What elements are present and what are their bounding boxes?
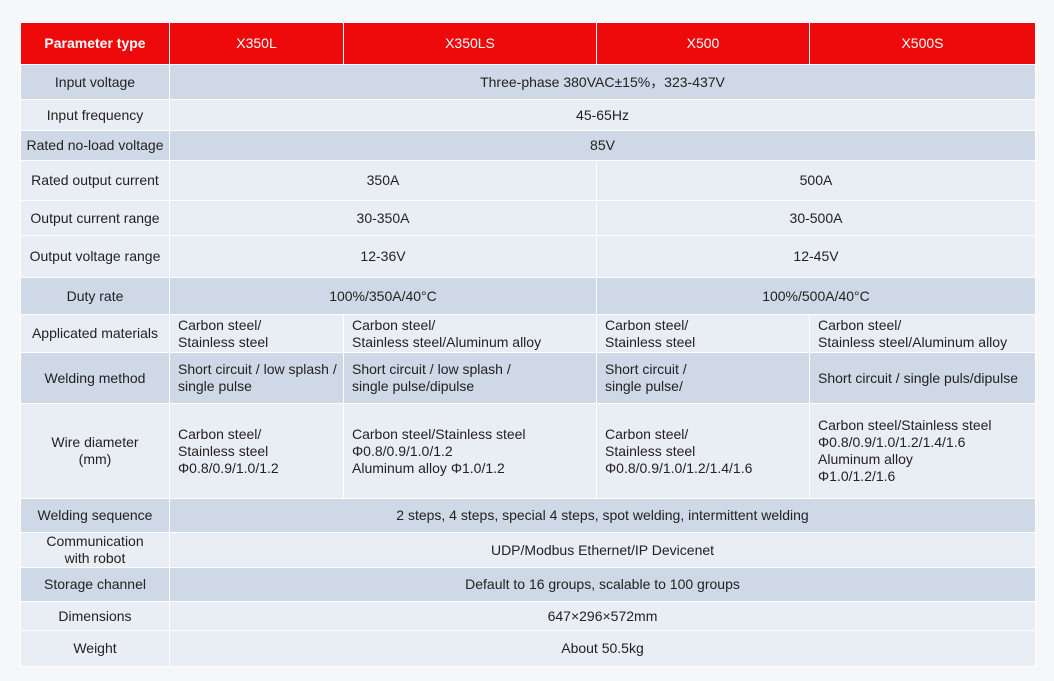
table-cell: Short circuit / low splash / single puls…	[343, 352, 597, 404]
row-label: Storage channel	[20, 567, 170, 602]
table-cell: Carbon steel/Stainless steel Φ0.8/0.9/1.…	[343, 403, 597, 499]
table-cell: 85V	[169, 130, 1036, 161]
table-cell: Short circuit / low splash / single puls…	[169, 352, 344, 404]
row-label: Dimensions	[20, 601, 170, 631]
table-cell: 30-350A	[169, 200, 597, 236]
header-x350l: X350L	[169, 22, 344, 65]
table-cell: Default to 16 groups, scalable to 100 gr…	[169, 567, 1036, 602]
row-label: Applicated materials	[20, 314, 170, 353]
table-row: Welding sequence 2 steps, 4 steps, specia…	[20, 498, 1036, 533]
table-row: Duty rate 100%/350A/40°C 100%/500A/40°C	[20, 277, 1036, 315]
row-label: Input voltage	[20, 64, 170, 100]
row-label: Duty rate	[20, 277, 170, 315]
row-label: Welding sequence	[20, 498, 170, 533]
table-cell: 647×296×572mm	[169, 601, 1036, 631]
row-label: Output current range	[20, 200, 170, 236]
table-cell: UDP/Modbus Ethernet/IP Devicenet	[169, 532, 1036, 568]
table-cell: Carbon steel/Stainless steel Φ0.8/0.9/1.…	[809, 403, 1036, 499]
table-row: Storage channel Default to 16 groups, sca…	[20, 567, 1036, 602]
table-cell: Short circuit / single pulse/	[596, 352, 810, 404]
table-row: Rated output current 350A 500A	[20, 160, 1036, 201]
header-parameter-type: Parameter type	[20, 22, 170, 65]
table-cell: 500A	[596, 160, 1036, 201]
row-label: Welding method	[20, 352, 170, 404]
table-row: Input frequency 45-65Hz	[20, 99, 1036, 131]
table-row: Communication with robot UDP/Modbus Ether…	[20, 532, 1036, 568]
table-cell: 100%/500A/40°C	[596, 277, 1036, 315]
row-label: Weight	[20, 630, 170, 667]
table-cell: 100%/350A/40°C	[169, 277, 597, 315]
table-cell: Carbon steel/ Stainless steel/Aluminum a…	[343, 314, 597, 353]
table-cell: Carbon steel/ Stainless steel	[169, 314, 344, 353]
row-label: Wire diameter (mm)	[20, 403, 170, 499]
table-cell: Carbon steel/ Stainless steel Φ0.8/0.9/1…	[596, 403, 810, 499]
table-row: Applicated materials Carbon steel/ Stainl…	[20, 314, 1036, 353]
table-row: Rated no-load voltage 85V	[20, 130, 1036, 161]
table-row: Output current range 30-350A 30-500A	[20, 200, 1036, 236]
table-row: Welding method Short circuit / low splash…	[20, 352, 1036, 404]
row-label: Output voltage range	[20, 235, 170, 278]
table-cell: Carbon steel/ Stainless steel	[596, 314, 810, 353]
row-label: Rated output current	[20, 160, 170, 201]
table-cell: 12-36V	[169, 235, 597, 278]
table-row: Dimensions 647×296×572mm	[20, 601, 1036, 631]
table-cell: Short circuit / single puls/dipulse	[809, 352, 1036, 404]
table-cell: 2 steps, 4 steps, special 4 steps, spot …	[169, 498, 1036, 533]
table-cell: 12-45V	[596, 235, 1036, 278]
header-row: Parameter type X350L X350LS X500 X500S	[20, 22, 1036, 65]
table-cell: Carbon steel/ Stainless steel Φ0.8/0.9/1…	[169, 403, 344, 499]
table-cell: 45-65Hz	[169, 99, 1036, 131]
header-x500: X500	[596, 22, 810, 65]
header-x350ls: X350LS	[343, 22, 597, 65]
table-row: Wire diameter (mm) Carbon steel/ Stainles…	[20, 403, 1036, 499]
table-row: Input voltage Three-phase 380VAC±15%，323-…	[20, 64, 1036, 100]
spec-table: Parameter type X350L X350LS X500 X500S I…	[20, 22, 1036, 667]
table-cell: Carbon steel/ Stainless steel/Aluminum a…	[809, 314, 1036, 353]
table-cell: 350A	[169, 160, 597, 201]
row-label: Communication with robot	[20, 532, 170, 568]
table-row: Weight About 50.5kg	[20, 630, 1036, 667]
header-x500s: X500S	[809, 22, 1036, 65]
table-cell: 30-500A	[596, 200, 1036, 236]
row-label: Input frequency	[20, 99, 170, 131]
row-label: Rated no-load voltage	[20, 130, 170, 161]
table-row: Output voltage range 12-36V 12-45V	[20, 235, 1036, 278]
table-cell: Three-phase 380VAC±15%，323-437V	[169, 64, 1036, 100]
table-cell: About 50.5kg	[169, 630, 1036, 667]
